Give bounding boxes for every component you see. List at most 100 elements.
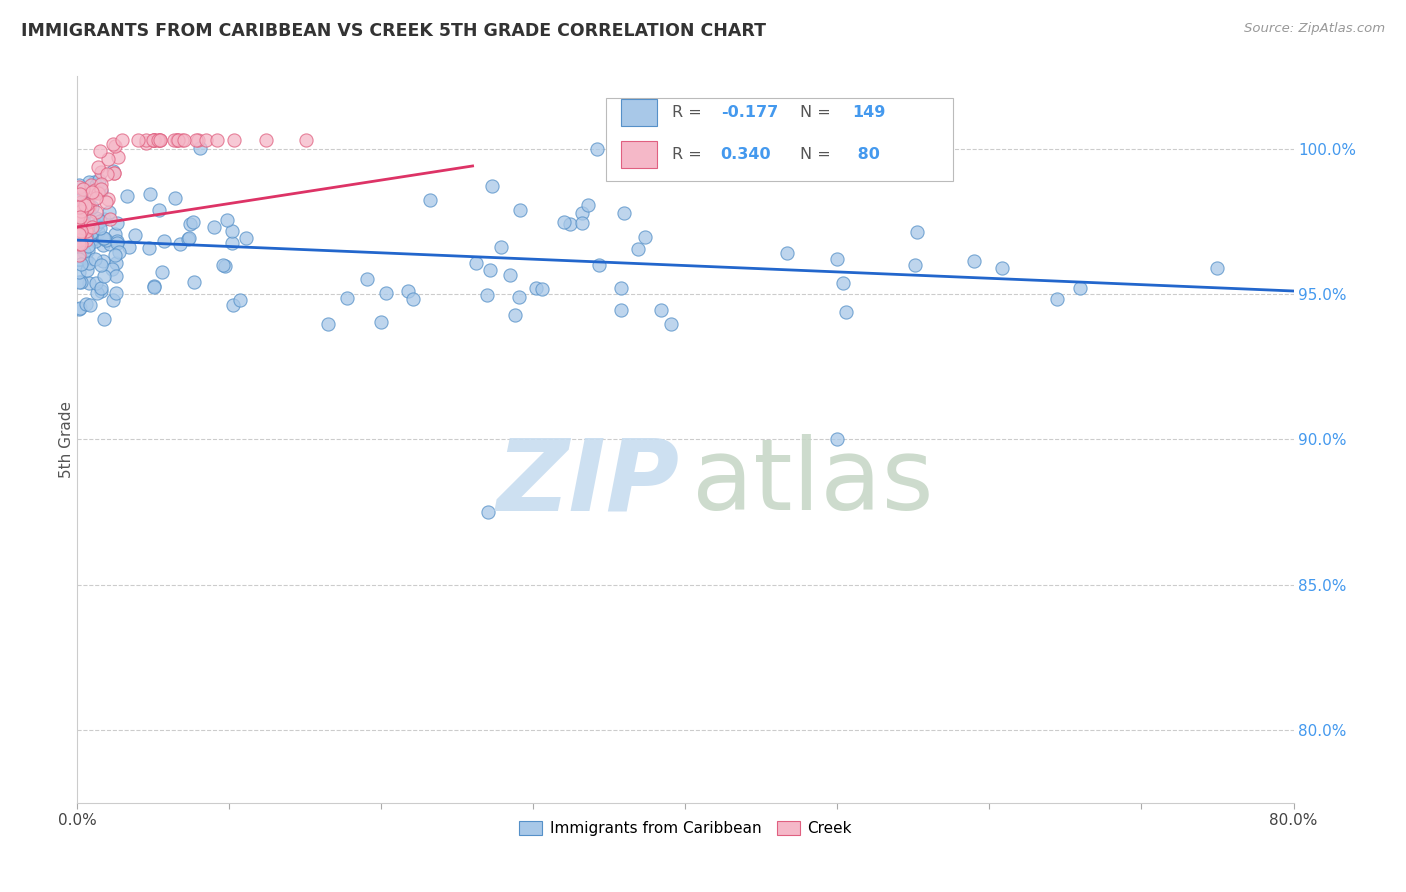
- Point: [75, 297, 97, 311]
- Point: [558, 217, 581, 231]
- Point: [905, 225, 928, 239]
- Point: [87, 186, 110, 200]
- Point: [962, 253, 984, 268]
- Point: [194, 133, 217, 147]
- Point: [142, 133, 165, 147]
- Point: [97, 205, 120, 219]
- Point: [75, 224, 97, 238]
- Point: [84, 178, 107, 192]
- Point: [75, 233, 97, 247]
- Point: [221, 235, 243, 250]
- Point: [101, 293, 124, 308]
- Point: [67, 201, 90, 215]
- Point: [93, 231, 115, 245]
- Point: [73, 198, 96, 212]
- Point: [77, 204, 100, 219]
- Text: atlas: atlas: [692, 434, 934, 532]
- Bar: [621, 141, 658, 169]
- Point: [211, 258, 233, 272]
- Point: [73, 219, 96, 233]
- Point: [356, 272, 378, 286]
- Text: 149: 149: [852, 105, 886, 120]
- Point: [70, 227, 93, 242]
- Point: [104, 286, 127, 301]
- Point: [67, 199, 90, 213]
- Text: IMMIGRANTS FROM CARIBBEAN VS CREEK 5TH GRADE CORRELATION CHART: IMMIGRANTS FROM CARIBBEAN VS CREEK 5TH G…: [21, 22, 766, 40]
- Point: [100, 261, 122, 276]
- Point: [89, 213, 111, 227]
- Point: [375, 286, 398, 301]
- Point: [1206, 261, 1229, 276]
- Point: [124, 227, 146, 242]
- Point: [79, 214, 101, 228]
- Point: [93, 230, 115, 244]
- Point: [205, 133, 228, 147]
- Point: [87, 184, 110, 198]
- Point: [222, 297, 245, 311]
- Point: [650, 302, 672, 317]
- Point: [80, 178, 103, 192]
- Point: [825, 252, 848, 266]
- Point: [76, 221, 98, 235]
- Point: [105, 216, 128, 230]
- Point: [904, 258, 927, 272]
- Point: [72, 199, 94, 213]
- Point: [222, 133, 245, 147]
- Point: [70, 237, 93, 252]
- Point: [67, 275, 90, 289]
- Point: [83, 175, 105, 189]
- Point: [93, 212, 115, 227]
- Point: [76, 197, 98, 211]
- Point: [177, 232, 200, 246]
- Point: [524, 281, 547, 295]
- Point: [107, 245, 129, 260]
- Text: 0.340: 0.340: [721, 147, 772, 161]
- Point: [991, 260, 1014, 275]
- Point: [402, 293, 425, 307]
- Point: [83, 186, 105, 201]
- Point: [396, 285, 419, 299]
- Point: [827, 432, 849, 446]
- Point: [148, 203, 170, 218]
- Point: [294, 133, 316, 147]
- Point: [87, 160, 110, 174]
- Point: [77, 199, 100, 213]
- Point: [82, 225, 104, 239]
- Point: [229, 293, 252, 307]
- Point: [166, 133, 188, 147]
- Point: [84, 218, 107, 232]
- Point: [509, 202, 531, 217]
- Legend: Immigrants from Caribbean, Creek: Immigrants from Caribbean, Creek: [513, 814, 858, 842]
- Point: [610, 280, 633, 294]
- Point: [90, 281, 112, 295]
- Point: [90, 284, 112, 298]
- Point: [166, 133, 188, 147]
- Point: [475, 287, 498, 301]
- Point: [221, 224, 243, 238]
- Point: [69, 211, 91, 225]
- Point: [76, 243, 98, 257]
- Point: [80, 220, 103, 235]
- Point: [142, 278, 165, 293]
- Point: [104, 256, 127, 270]
- Point: [465, 256, 488, 270]
- Point: [135, 136, 157, 151]
- Point: [118, 240, 141, 254]
- Point: [67, 219, 90, 234]
- Point: [419, 194, 441, 208]
- Point: [70, 191, 93, 205]
- Point: [150, 265, 173, 279]
- Point: [571, 206, 593, 220]
- Point: [177, 231, 200, 245]
- Point: [91, 237, 114, 252]
- Point: [80, 186, 103, 200]
- Point: [73, 196, 96, 211]
- Point: [98, 237, 121, 252]
- Point: [70, 216, 93, 230]
- Point: [91, 253, 114, 268]
- Point: [96, 167, 118, 181]
- Point: [77, 239, 100, 253]
- Point: [530, 282, 553, 296]
- Point: [69, 218, 91, 232]
- Text: -0.177: -0.177: [721, 105, 778, 120]
